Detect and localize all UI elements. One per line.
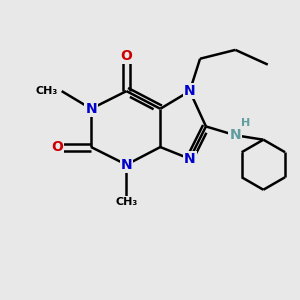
Text: H: H [241, 118, 250, 128]
Text: N: N [184, 84, 196, 98]
Text: CH₃: CH₃ [35, 86, 57, 96]
Text: O: O [121, 49, 132, 63]
Text: CH₃: CH₃ [115, 196, 138, 206]
Text: N: N [184, 152, 196, 166]
Text: N: N [85, 102, 97, 116]
Text: O: O [51, 140, 63, 154]
Text: N: N [121, 158, 132, 172]
Text: N: N [230, 128, 241, 142]
